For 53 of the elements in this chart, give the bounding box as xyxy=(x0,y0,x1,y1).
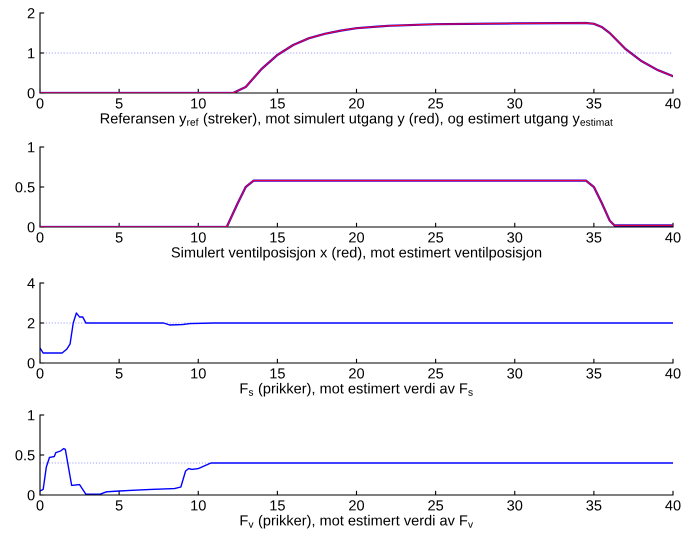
x-tick-label: 20 xyxy=(349,98,364,109)
x-tick-label: 5 xyxy=(116,232,123,243)
y-tick-label: 0.5 xyxy=(15,182,35,192)
x-tick-label: 5 xyxy=(116,500,123,511)
x-tick-label: 40 xyxy=(665,232,681,243)
line-series xyxy=(40,312,673,354)
y-tick-label: 2 xyxy=(28,318,34,328)
x-tick-label: 30 xyxy=(507,232,522,243)
x-tick-label: 10 xyxy=(191,98,206,109)
x-tick-label: 35 xyxy=(586,232,602,243)
x-tick-label: 5 xyxy=(116,98,123,109)
y-tick-label: 0.5 xyxy=(15,450,35,460)
x-axis-title: Simulert ventilposisjon x (red), mot estimert ventilposisjon xyxy=(172,246,542,260)
x-tick-label: 30 xyxy=(507,500,522,511)
x-axis-title: F$_{v}$ (prikker), mot estimert verdi av F$_{v}$ xyxy=(240,514,474,528)
x-tick-label: 15 xyxy=(270,500,285,511)
x-axis-title: F$_{s}$ (prikker), mot estimert verdi av F$_{s}$ xyxy=(240,382,473,396)
y-tick-label: 0 xyxy=(28,490,35,500)
x-tick-label: 25 xyxy=(428,368,444,379)
x-tick-label: 10 xyxy=(191,232,206,243)
x-tick-label: 5 xyxy=(116,368,123,379)
y-tick-label: 0 xyxy=(28,358,35,368)
x-tick-label: 15 xyxy=(270,368,285,379)
x-tick-label: 25 xyxy=(428,232,444,243)
x-tick-label: 0 xyxy=(36,98,44,109)
x-tick-label: 40 xyxy=(665,500,681,511)
y-tick-label: 1 xyxy=(28,142,34,152)
x-tick-label: 20 xyxy=(349,368,364,379)
y-tick-label: 1 xyxy=(28,410,34,420)
y-tick-label: 0 xyxy=(28,88,35,98)
x-tick-label: 40 xyxy=(665,368,681,379)
x-tick-label: 30 xyxy=(507,368,522,379)
x-tick-label: 30 xyxy=(507,98,522,109)
x-tick-label: 35 xyxy=(586,500,602,511)
x-tick-label: 0 xyxy=(36,500,44,511)
x-tick-label: 35 xyxy=(586,368,602,379)
x-tick-label: 20 xyxy=(349,500,364,511)
x-tick-label: 35 xyxy=(586,98,602,109)
x-tick-label: 25 xyxy=(428,98,444,109)
x-tick-label: 10 xyxy=(191,368,206,379)
y-tick-label: 1 xyxy=(28,48,34,58)
x-tick-label: 15 xyxy=(270,98,285,109)
x-tick-label: 20 xyxy=(349,232,364,243)
y-tick-label: 0 xyxy=(28,222,35,232)
x-tick-label: 25 xyxy=(428,500,444,511)
x-axis-title: Referansen y$_{ref}$ (streker), mot simulert utgang y (red), og estimert utgang y$_{estimat}$ xyxy=(100,112,613,126)
x-tick-label: 10 xyxy=(191,500,206,511)
y-tick-label: 4 xyxy=(27,278,35,288)
x-tick-label: 0 xyxy=(36,232,44,243)
y-tick-label: 2 xyxy=(28,8,34,18)
x-tick-label: 0 xyxy=(36,368,44,379)
x-tick-label: 15 xyxy=(270,232,285,243)
x-tick-label: 40 xyxy=(665,98,681,109)
